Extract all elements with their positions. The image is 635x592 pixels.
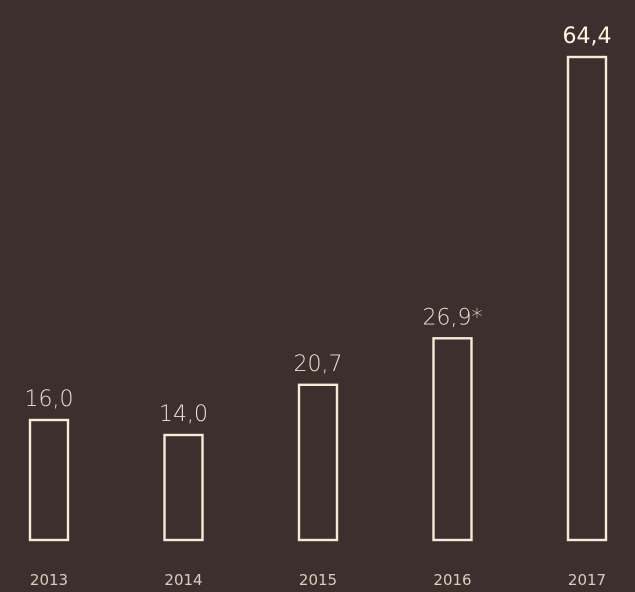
bar-2015 xyxy=(297,383,339,542)
category-label-2013: 2013 xyxy=(30,571,68,589)
value-label-2017: 64,4 xyxy=(563,24,612,49)
bars-group xyxy=(28,55,608,542)
category-label-2015: 2015 xyxy=(299,571,337,589)
value-label-2015: 20,7 xyxy=(294,352,343,377)
bar-2017 xyxy=(566,55,608,542)
bar-2014 xyxy=(163,433,204,542)
value-label-2016: 26,9* xyxy=(423,305,483,330)
bar-2016 xyxy=(432,337,473,542)
category-label-2016: 2016 xyxy=(433,571,471,589)
category-label-2017: 2017 xyxy=(568,571,606,589)
bar-2013 xyxy=(28,418,70,542)
value-label-2013: 16,0 xyxy=(25,387,74,412)
value-label-2014: 14,0 xyxy=(159,402,208,427)
category-label-2014: 2014 xyxy=(164,571,202,589)
value-labels-group: 16,0 14,0 20,7 26,9* 64,4 xyxy=(25,24,612,427)
category-labels-group: 2013 2014 2015 2016 2017 xyxy=(30,571,606,589)
